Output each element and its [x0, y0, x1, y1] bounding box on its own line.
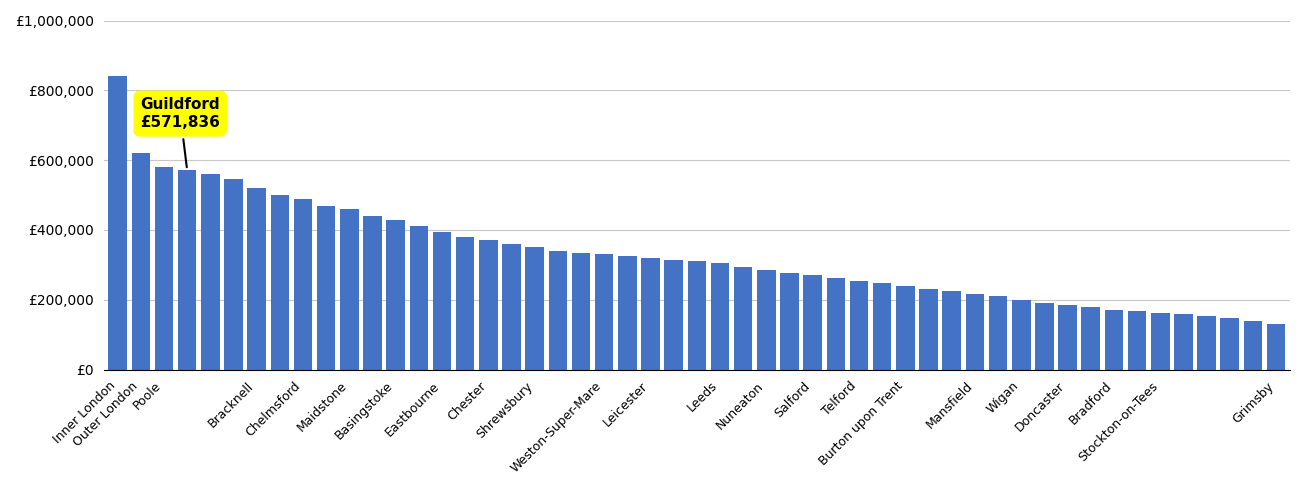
Bar — [989, 296, 1007, 369]
Bar — [1128, 311, 1146, 369]
Bar — [363, 216, 382, 369]
Bar — [619, 256, 637, 369]
Bar — [826, 278, 846, 369]
Bar — [1035, 303, 1053, 369]
Bar — [804, 275, 822, 369]
Bar — [757, 270, 775, 369]
Bar — [224, 179, 243, 369]
Bar — [317, 205, 335, 369]
Bar — [641, 258, 660, 369]
Bar — [688, 261, 706, 369]
Bar — [177, 170, 196, 369]
Bar — [108, 76, 127, 369]
Bar — [733, 267, 753, 369]
Bar — [1267, 324, 1285, 369]
Bar — [155, 167, 174, 369]
Bar — [1058, 305, 1077, 369]
Bar — [1197, 316, 1216, 369]
Bar — [1244, 321, 1262, 369]
Bar — [526, 247, 544, 369]
Bar — [1104, 310, 1124, 369]
Bar — [711, 263, 729, 369]
Bar — [201, 174, 219, 369]
Bar — [1174, 315, 1193, 369]
Bar — [572, 253, 590, 369]
Bar — [1082, 308, 1100, 369]
Bar — [1220, 318, 1238, 369]
Bar — [780, 272, 799, 369]
Bar — [664, 260, 683, 369]
Bar — [341, 209, 359, 369]
Bar — [1151, 313, 1169, 369]
Bar — [850, 281, 868, 369]
Bar — [595, 254, 613, 369]
Bar — [966, 294, 984, 369]
Bar — [248, 188, 266, 369]
Bar — [479, 241, 497, 369]
Bar — [132, 153, 150, 369]
Bar — [502, 244, 521, 369]
Bar — [410, 226, 428, 369]
Bar — [386, 220, 405, 369]
Text: Guildford
£571,836: Guildford £571,836 — [140, 98, 221, 167]
Bar — [455, 237, 475, 369]
Bar — [897, 286, 915, 369]
Bar — [294, 198, 312, 369]
Bar — [270, 195, 290, 369]
Bar — [548, 251, 568, 369]
Bar — [1011, 300, 1031, 369]
Bar — [433, 232, 452, 369]
Bar — [942, 291, 960, 369]
Bar — [873, 283, 891, 369]
Bar — [919, 289, 938, 369]
